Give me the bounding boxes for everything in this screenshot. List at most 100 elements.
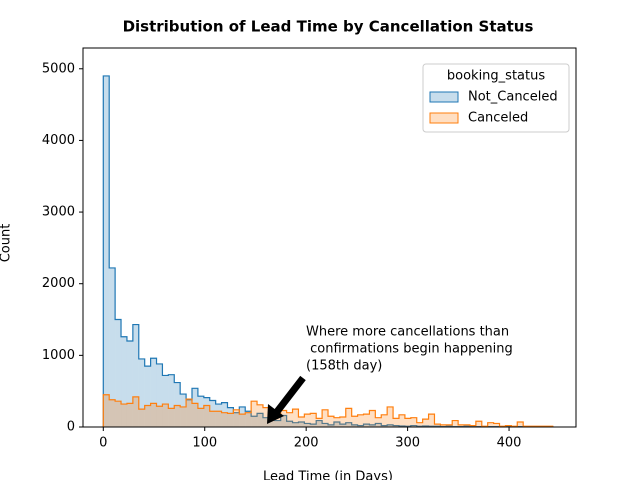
bar [416,422,423,427]
bar [422,419,429,427]
bar [144,405,151,427]
bar [203,405,210,427]
bar [286,412,293,427]
bar [103,75,110,427]
bar [215,411,222,427]
bar [434,424,441,427]
bar [180,406,187,427]
annotation: Where more cancellations than [306,325,509,340]
bar [132,396,139,427]
x-tick-label: 100 [192,436,217,451]
bar [280,415,287,427]
annotation: (158th day) [306,359,382,374]
bar [262,417,269,427]
bar [345,422,352,427]
bar [191,403,198,427]
bar [251,416,258,427]
bar [126,403,133,427]
bar [156,363,163,427]
bar [339,416,346,427]
bar [168,408,175,427]
bar [197,396,204,427]
bar [363,414,370,427]
bar [144,366,151,427]
bar [239,406,246,427]
x-tick-label: 400 [497,436,522,451]
bar [357,414,364,427]
bar [387,406,394,427]
bar [333,421,340,427]
bar [209,400,216,427]
y-tick-label: 0 [67,420,75,435]
bar [221,402,228,427]
annotation: confirmations begin happening [306,342,513,357]
bar [387,424,394,427]
bar [452,420,459,427]
bar [322,409,329,427]
bar [115,401,122,427]
y-tick-label: 4000 [42,133,75,148]
y-tick-label: 1000 [42,348,75,363]
bar [375,417,382,427]
bar [257,413,263,427]
bar [268,419,275,427]
bar [446,424,453,427]
bar [221,412,228,427]
bar [103,394,110,427]
bar [328,424,334,427]
bar [487,422,494,427]
bar [132,324,139,427]
bar [245,411,252,427]
x-axis-label: Lead Time (in Days) [263,470,393,480]
bar [115,319,122,427]
bar [215,404,222,427]
bar [304,414,311,427]
bar [505,425,512,427]
bar [357,425,364,427]
bar [138,409,145,427]
bar [440,424,447,427]
bar [274,420,281,427]
bar [292,422,299,427]
bar [493,423,500,427]
bar [310,413,317,427]
bar [351,416,358,427]
legend-swatch [429,112,459,124]
bar [121,404,127,427]
bar [339,424,346,427]
bar [410,417,417,427]
y-tick-label: 2000 [42,276,75,291]
bar [162,404,169,427]
bar [233,409,240,427]
bar [381,414,388,427]
y-tick-label: 5000 [42,61,75,76]
bar [517,421,524,427]
bar [298,416,305,427]
chart-title: Distribution of Lead Time by Cancellatio… [123,18,534,36]
bar [328,416,334,427]
bar [109,267,116,427]
axes-frame [82,47,577,428]
legend-swatch [429,91,459,103]
bar [363,424,370,427]
bar [322,423,329,427]
bar [209,411,216,427]
x-tick-label: 200 [294,436,319,451]
bar [239,414,246,427]
bar [464,424,470,427]
bar [345,408,352,427]
bar [398,414,405,427]
bar [404,418,411,427]
step-outline [102,394,554,427]
legend-label: Canceled [468,111,528,126]
bar [469,425,476,427]
bar [393,418,399,427]
bar [251,401,258,427]
bar [351,424,358,427]
annotation-arrow-head [267,404,284,424]
bar [369,410,376,427]
bar [186,399,192,427]
x-tick-label: 300 [395,436,420,451]
bar [381,425,388,427]
